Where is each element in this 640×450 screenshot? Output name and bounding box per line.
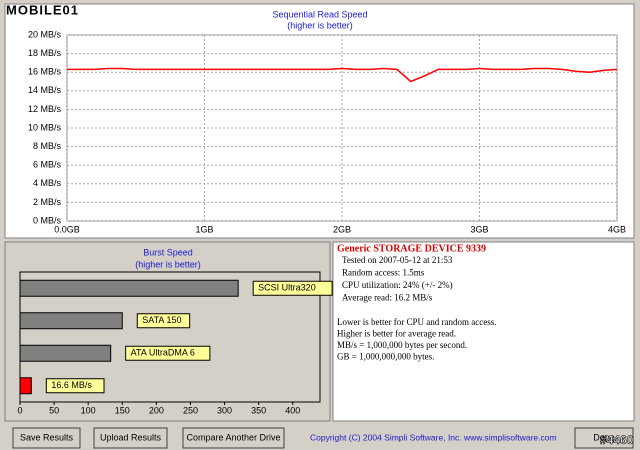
x-tick-label: 2GB (333, 224, 351, 234)
x-tick-label: 250 (183, 405, 198, 415)
x-tick-label: 4GB (608, 224, 626, 234)
info-line: CPU utilization: 24% (+/- 2%) (342, 280, 453, 290)
bar (19, 312, 123, 330)
x-tick-label: 400 (285, 405, 300, 415)
info-note: MB/s = 1,000,000 bytes per second. (337, 340, 467, 350)
device-name: Generic STORAGE DEVICE 9339 (337, 243, 486, 254)
info-line: Random access: 1.5ms (342, 268, 425, 278)
x-tick-label: 1GB (195, 224, 213, 234)
y-tick-label: 6 MB/s (33, 160, 62, 170)
value-label: 16.6 MB/s (51, 380, 92, 390)
y-tick-label: 8 MB/s (33, 141, 62, 151)
button[interactable] (182, 427, 285, 449)
seq-title: Sequential Read Speed (272, 9, 367, 19)
info-note: GB = 1,000,000,000 bytes. (337, 352, 434, 362)
label-box (252, 280, 333, 296)
x-tick-label: 3GB (470, 224, 488, 234)
data-line (67, 67, 618, 83)
y-tick-label: 10 MB/s (28, 122, 62, 132)
bar (19, 279, 239, 297)
x-tick-label: 200 (149, 405, 164, 415)
seq-subtitle: (higher is better) (287, 20, 353, 30)
info-note: Lower is better for CPU and random acces… (337, 317, 496, 327)
watermark-tag: #4460 (600, 433, 634, 447)
button[interactable] (93, 427, 168, 449)
info-line: Tested on 2007-05-12 at 21:53 (342, 255, 453, 265)
x-tick-label: 350 (251, 405, 266, 415)
info-panel (332, 241, 635, 422)
bar-label: SCSI Ultra320 (258, 283, 316, 293)
button[interactable] (574, 427, 634, 449)
y-tick-label: 2 MB/s (33, 197, 62, 207)
bar (19, 344, 112, 362)
copyright: Copyright (C) 2004 Simpli Software, Inc.… (310, 432, 557, 442)
button-label[interactable]: Compare Another Drive (186, 432, 280, 442)
label-box (136, 313, 191, 329)
y-tick-label: 16 MB/s (28, 67, 62, 77)
bar-label: ATA UltraDMA 6 (131, 348, 195, 358)
bar (19, 377, 32, 395)
x-tick-label: 0.0GB (54, 224, 80, 234)
x-tick-label: 50 (49, 405, 59, 415)
x-tick-label: 0 (17, 405, 22, 415)
x-tick-label: 100 (81, 405, 96, 415)
burst-subtitle: (higher is better) (135, 259, 201, 269)
y-tick-label: 4 MB/s (33, 178, 62, 188)
y-tick-label: 12 MB/s (28, 104, 62, 114)
y-tick-label: 14 MB/s (28, 85, 62, 95)
watermark-logo: MOBILE01 (6, 2, 79, 17)
button-label[interactable]: Upload Results (100, 432, 162, 442)
button-label[interactable]: Done (593, 432, 615, 442)
info-note: Higher is better for average read. (337, 329, 456, 339)
button-label[interactable]: Save Results (20, 432, 74, 442)
x-tick-label: 150 (115, 405, 130, 415)
info-line: Average read: 16.2 MB/s (342, 293, 433, 303)
button[interactable] (12, 427, 81, 449)
bar-label: SATA 150 (142, 315, 181, 325)
burst-title: Burst Speed (143, 247, 193, 257)
x-tick-label: 300 (217, 405, 232, 415)
y-tick-label: 0 MB/s (33, 215, 62, 225)
y-tick-label: 18 MB/s (28, 48, 62, 58)
y-tick-label: 20 MB/s (28, 29, 62, 39)
label-box (45, 378, 105, 394)
label-box (125, 345, 211, 361)
